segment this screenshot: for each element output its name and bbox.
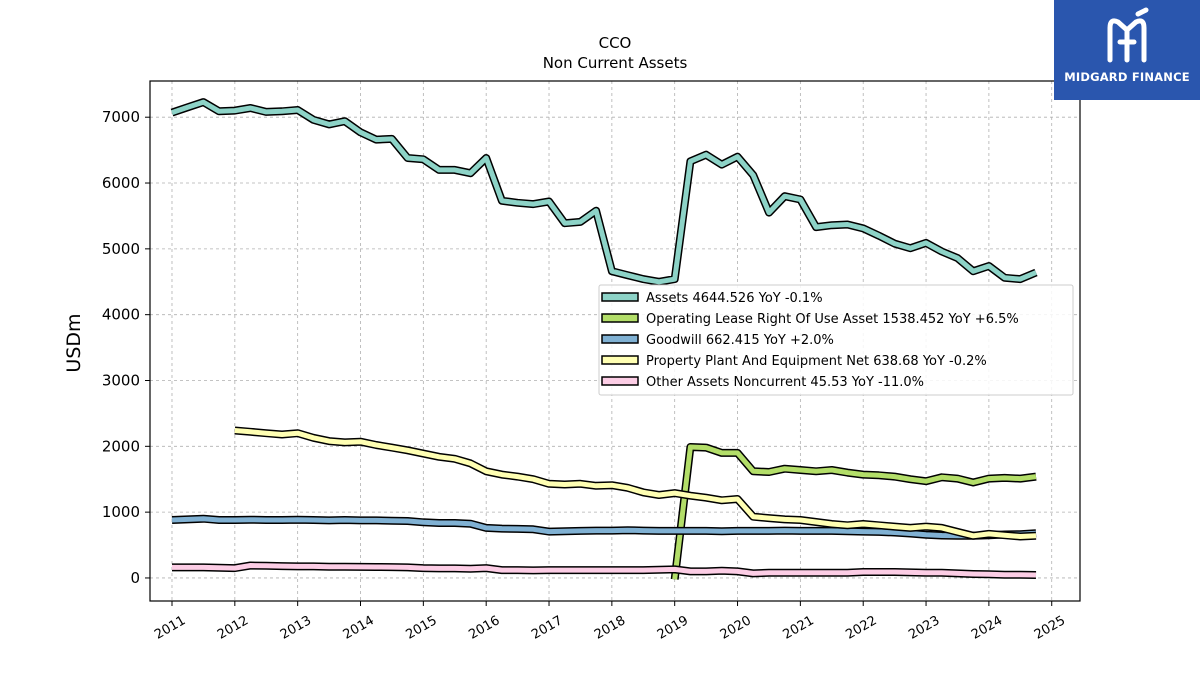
x-tick-label: 2011: [152, 613, 188, 643]
legend-label: Property Plant And Equipment Net 638.68 …: [646, 354, 987, 369]
x-tick-label: 2016: [466, 613, 502, 643]
y-tick-label: 2000: [102, 437, 140, 455]
y-tick-label: 3000: [102, 371, 140, 389]
plot-frame: [149, 80, 1081, 602]
x-tick-label: 2025: [1032, 613, 1068, 643]
x-tick-label: 2017: [529, 613, 565, 643]
legend-label: Other Assets Noncurrent 45.53 YoY -11.0%: [646, 375, 924, 390]
series-line-2: [171, 516, 1037, 539]
x-tick-label: 2020: [718, 613, 754, 643]
brand-logo-text: MIDGARD FINANCE: [1064, 70, 1190, 84]
legend-box: [598, 284, 1074, 396]
series-line-0: [171, 99, 1037, 285]
series-line-1: [672, 444, 1037, 580]
x-tick-label: 2013: [278, 613, 314, 643]
series-lines: [170, 98, 1038, 580]
x-tick-label: 2015: [404, 613, 440, 643]
x-tick-label: 2021: [781, 613, 817, 643]
legend-swatch: [601, 376, 639, 386]
chart-title: CCO: [599, 34, 632, 52]
legend-label: Goodwill 662.415 YoY +2.0%: [646, 333, 834, 348]
legend-swatch: [601, 313, 639, 323]
y-tick-label: 1000: [102, 503, 140, 521]
y-tick-label: 6000: [102, 174, 140, 192]
x-tick-label: 2018: [592, 613, 628, 643]
series-outline-0: [170, 98, 1038, 286]
y-axis-label: USDm: [63, 313, 85, 372]
x-tick-label: 2023: [906, 613, 942, 643]
legend-label: Assets 4644.526 YoY -0.1%: [646, 291, 823, 306]
y-tick-label: 7000: [102, 108, 140, 126]
legend-label: Operating Lease Right Of Use Asset 1538.…: [646, 312, 1019, 327]
x-tick-label: 2014: [341, 613, 377, 643]
brand-logo: MIDGARD FINANCE: [1054, 0, 1200, 100]
legend-swatch: [601, 355, 639, 365]
x-tick-label: 2012: [215, 613, 251, 643]
legend: Assets 4644.526 YoY -0.1% Operating Lease…: [598, 284, 1074, 396]
x-tick-label: 2024: [969, 613, 1005, 643]
series-line-4: [172, 563, 1037, 578]
y-tick-label: 4000: [102, 306, 140, 324]
series-outline-1: [670, 443, 1037, 580]
chart-subtitle: Non Current Assets: [543, 54, 688, 72]
x-tick-label: 2022: [843, 613, 879, 643]
midgard-logo-icon: [1107, 7, 1149, 63]
x-tick-label: 2019: [655, 613, 691, 643]
legend-swatch: [601, 334, 639, 344]
x-axis-ticks: 2011 2012 2013 2014 2015 2016 2017 2018 2019 2020…: [152, 601, 1068, 643]
y-axis-ticks: 0 1000 2000 3000 4000 5000 6000 7000: [102, 108, 150, 587]
y-tick-label: 5000: [102, 240, 140, 258]
series-line-3: [234, 428, 1037, 539]
y-tick-label: 0: [130, 569, 140, 587]
legend-swatch: [601, 292, 639, 302]
